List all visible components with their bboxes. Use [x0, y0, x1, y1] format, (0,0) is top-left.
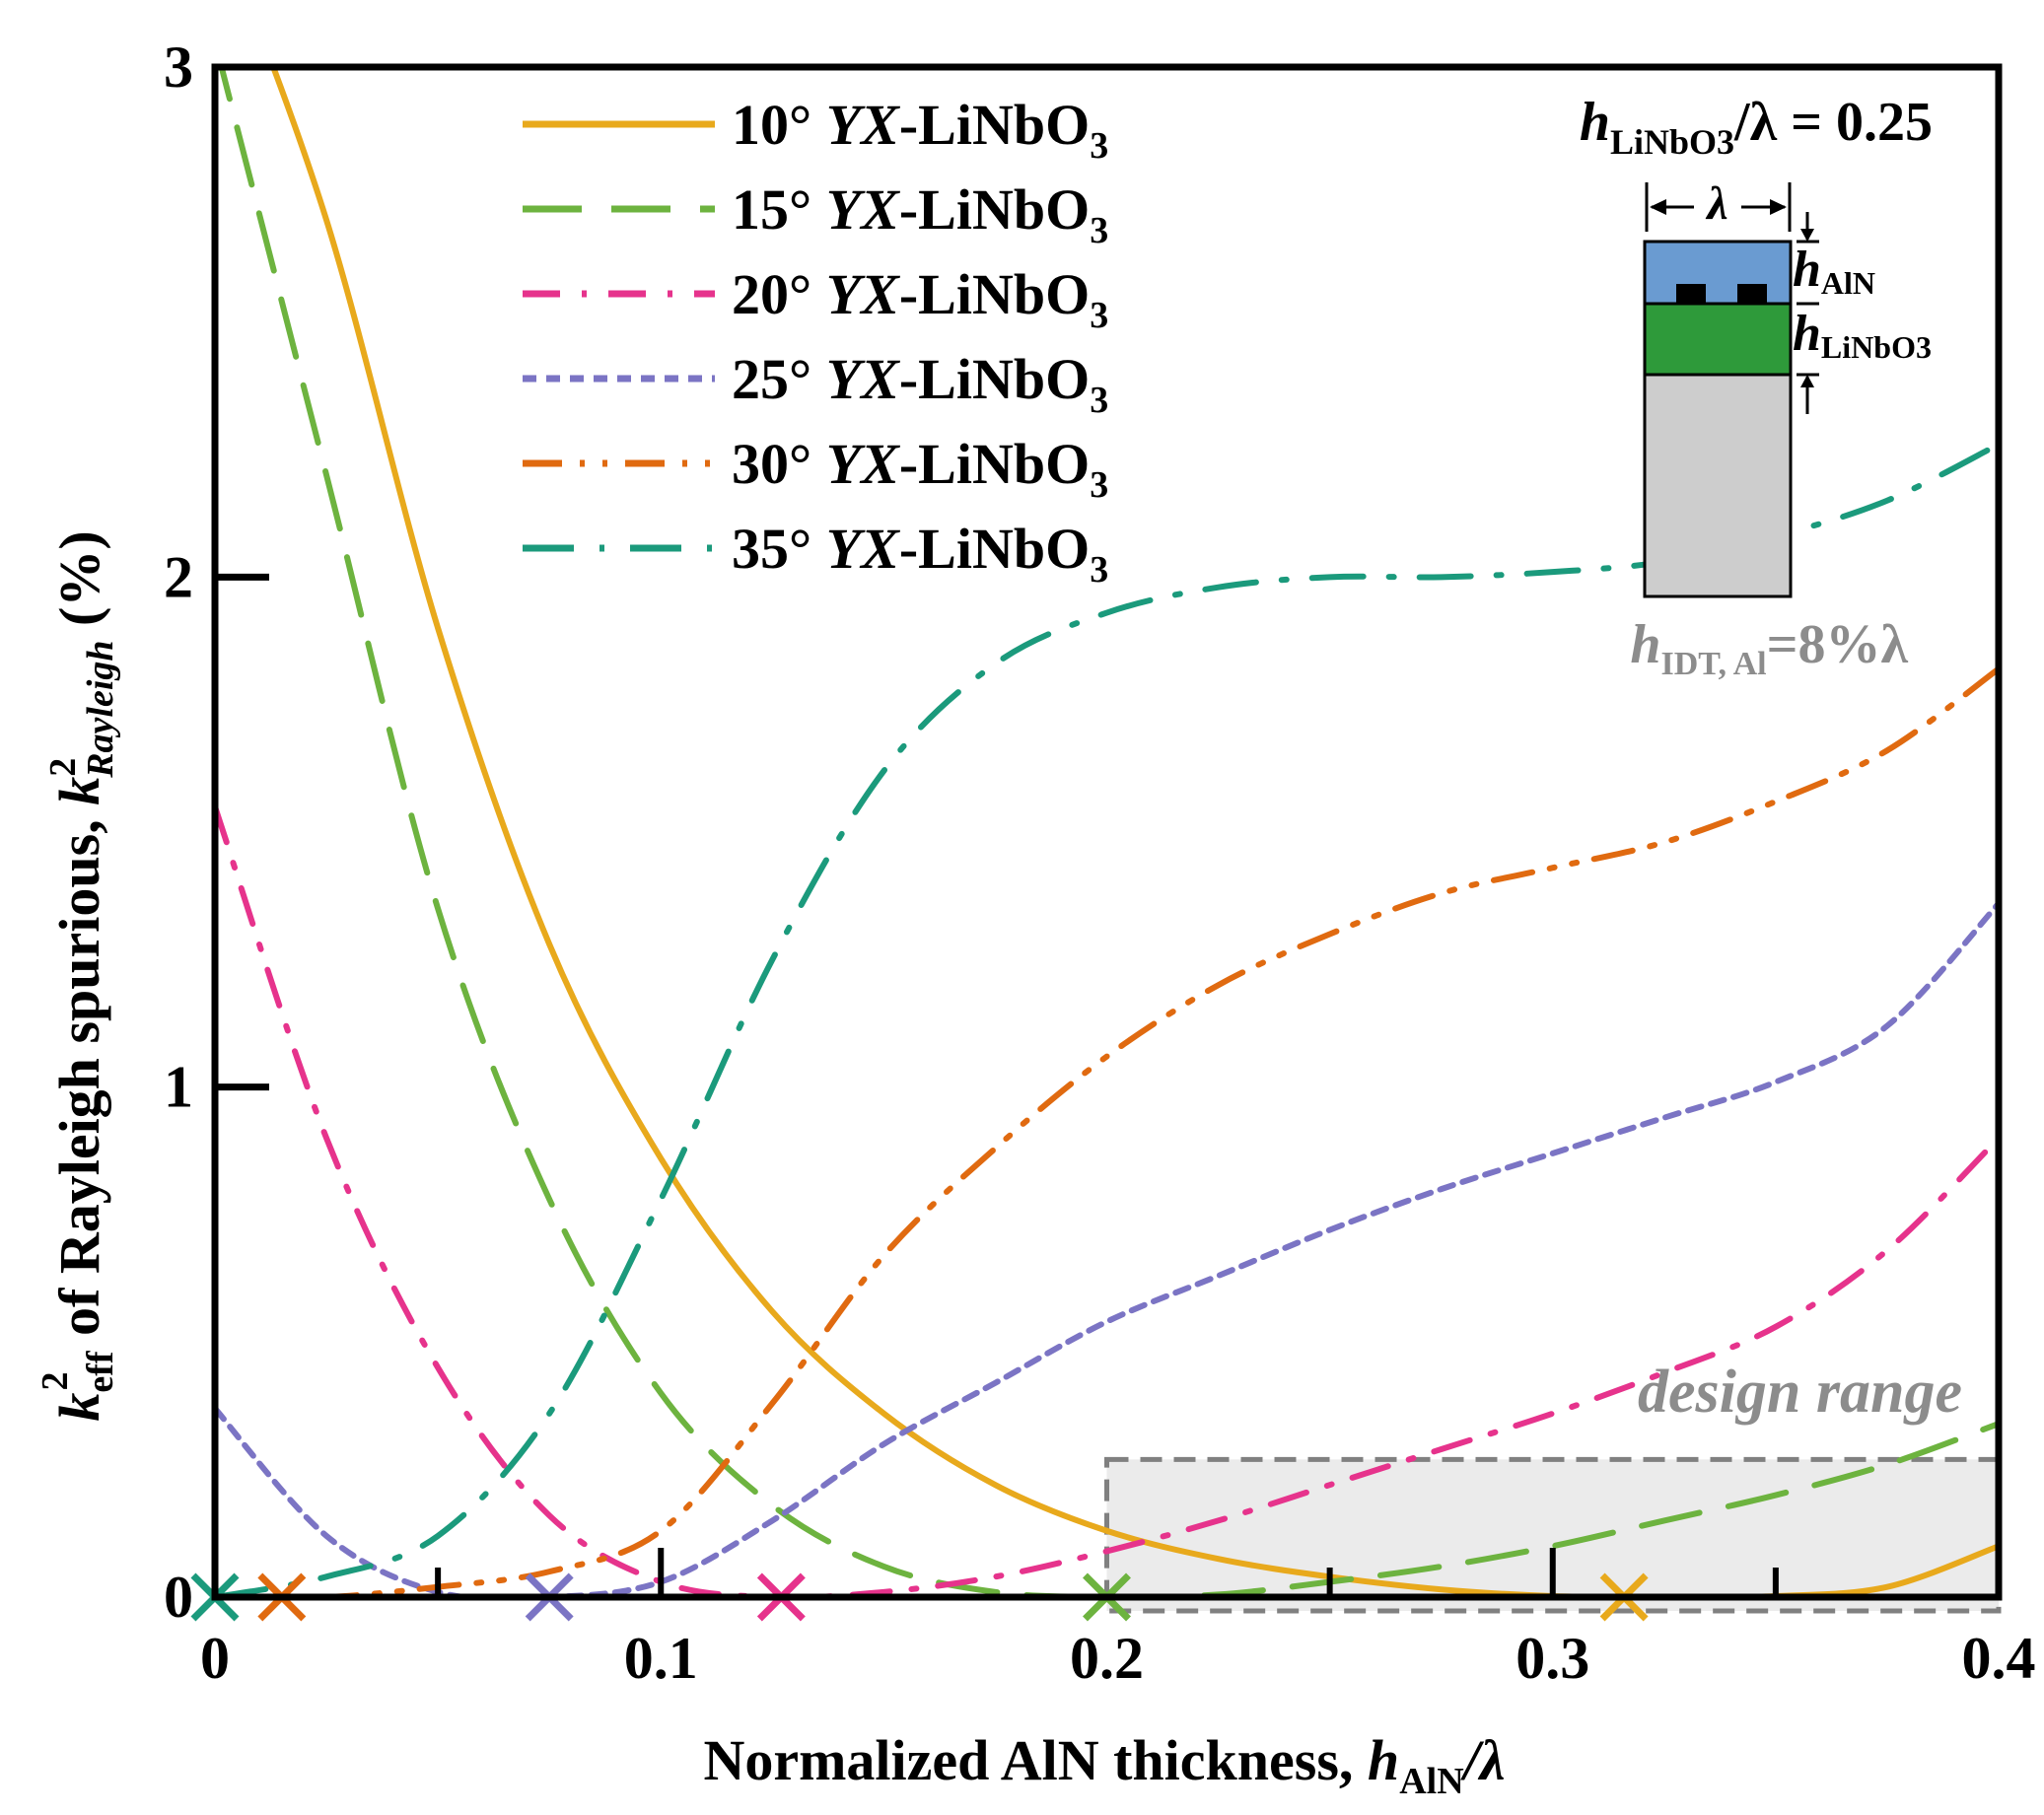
- inset-param-label: hLiNbO3/λ = 0.25: [1580, 92, 1933, 162]
- inset-lambda-label: λ: [1705, 177, 1727, 230]
- inset-substrate-layer: [1643, 373, 1793, 598]
- inset-lambda-arrowhead-left: [1650, 199, 1666, 215]
- y-axis-label-k: k: [47, 1393, 111, 1422]
- inset-linbo3-var: h: [1793, 306, 1821, 362]
- y-axis-label-mid: of Rayleigh spurious,: [47, 805, 111, 1351]
- axes: [211, 63, 2003, 1601]
- x-tick-label-4: 0.4: [1962, 1626, 2036, 1691]
- series-line-4: [215, 665, 1999, 1597]
- inset-idt-sub: IDT, Al: [1661, 646, 1767, 682]
- y-axis-label-eff: eff: [80, 1350, 121, 1393]
- design-range-label: design range: [1638, 1359, 1962, 1426]
- inset-idt-tail: =8%λ: [1767, 614, 1909, 675]
- legend-label-5: 35° YX-LiNbO3: [732, 517, 1108, 591]
- legend-label-1: 15° YX-LiNbO3: [732, 177, 1108, 251]
- y-tick-label-1: 1: [164, 1055, 193, 1120]
- series-line-0: [269, 67, 1999, 1597]
- y-tick-label-2: 2: [164, 544, 193, 609]
- inset-idt-var: h: [1630, 614, 1660, 675]
- x-axis-label-tail: /λ: [1460, 1728, 1506, 1792]
- x-axis-label-text: Normalized AlN thickness,: [703, 1728, 1367, 1792]
- inset-idt-label: hIDT, Al=8%λ: [1630, 614, 1908, 682]
- y-tick-label-0: 0: [164, 1565, 193, 1630]
- inset-linbo3-label: hLiNbO3: [1793, 306, 1932, 365]
- inset-linbo3-layer: [1643, 302, 1793, 377]
- series-line-2: [215, 803, 1999, 1597]
- inset-param-sub: LiNbO3: [1610, 122, 1734, 162]
- y-axis-label-k2: k: [47, 777, 111, 805]
- inset-electrode-right: [1737, 284, 1767, 304]
- inset-diagram: hLiNbO3/λ = 0.25 λ hAlN hLiNbO3 hIDT, Al…: [1580, 92, 1933, 682]
- x-axis-label-sub: AlN: [1399, 1761, 1463, 1802]
- x-axis-label: Normalized AlN thickness, hAlN/λ: [703, 1728, 1505, 1802]
- legend-label-4: 30° YX-LiNbO3: [732, 432, 1108, 506]
- legend-label-0: 10° YX-LiNbO3: [732, 93, 1108, 167]
- y-axis-label-sup: 2: [35, 1371, 76, 1390]
- x-tick-label-1: 0.1: [624, 1626, 698, 1691]
- legend-label-3: 25° YX-LiNbO3: [732, 347, 1108, 421]
- inset-electrode-left: [1676, 284, 1706, 304]
- y-axis-label-unit: (%): [47, 530, 111, 640]
- inset-aln-var: h: [1793, 242, 1821, 298]
- x-axis-label-var: h: [1368, 1728, 1399, 1792]
- plot-frame: [211, 63, 2003, 1601]
- legend-label-2: 20° YX-LiNbO3: [732, 262, 1108, 336]
- inset-param-var: h: [1580, 92, 1610, 153]
- inset-aln-sub: AlN: [1821, 265, 1875, 301]
- inset-param-tail: /λ = 0.25: [1733, 92, 1933, 153]
- inset-aln-label: hAlN: [1793, 242, 1875, 301]
- y-axis-label-sup2: 2: [42, 758, 84, 777]
- x-tick-label-0: 0: [200, 1626, 230, 1691]
- x-tick-label-3: 0.3: [1515, 1626, 1589, 1691]
- tick-labels: 0 0.1 0.2 0.3 0.4 0 1 2 3: [164, 35, 2036, 1691]
- y-tick-label-3: 3: [164, 35, 193, 100]
- x-tick-label-2: 0.2: [1070, 1626, 1144, 1691]
- y-axis-label-sub2: Rayleigh: [80, 640, 121, 778]
- series-line-3: [215, 900, 1999, 1597]
- series-lines: [215, 67, 1999, 1597]
- inset-aln-layer: [1643, 240, 1793, 306]
- inset-lambda-arrowhead-right: [1770, 199, 1787, 215]
- y-axis-label: keff2 of Rayleigh spurious, k2Rayleigh (…: [35, 530, 121, 1421]
- legend: 10° YX-LiNbO3 15° YX-LiNbO3 20° YX-LiNbO3 2…: [523, 93, 1108, 591]
- inset-linbo3-sub: LiNbO3: [1821, 329, 1932, 365]
